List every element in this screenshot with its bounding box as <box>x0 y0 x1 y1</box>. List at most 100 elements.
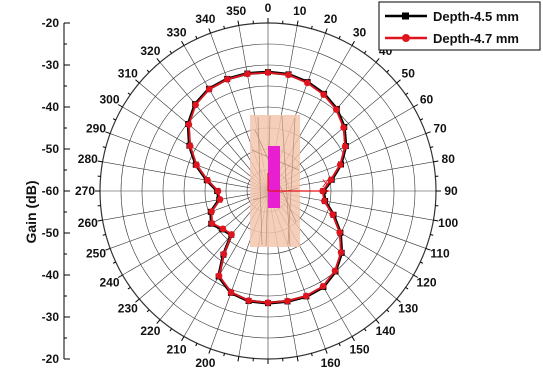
outer-tick <box>208 28 212 34</box>
outer-tick <box>117 104 123 108</box>
angle-tick-label: 110 <box>430 247 450 261</box>
outer-tick <box>181 40 185 46</box>
angle-tick-label: 280 <box>78 152 98 166</box>
outer-tick <box>156 319 161 324</box>
grid-spoke <box>122 190 269 276</box>
outer-tick <box>420 118 424 121</box>
outer-tick <box>105 131 111 135</box>
angle-tick-label: 20 <box>324 12 338 26</box>
series-2-point <box>205 85 213 93</box>
legend-marker-1 <box>402 12 409 20</box>
outer-tick <box>102 146 106 149</box>
grid-spoke <box>102 190 269 221</box>
series-2-point <box>193 161 200 169</box>
grid-spoke <box>139 82 269 192</box>
radial-axis: -20 -30 -40 -50 -60 -50 -40 -30 -20 <box>42 16 70 366</box>
legend-label-1: Depth-4.5 mm <box>433 9 519 24</box>
grid-spoke <box>110 133 269 192</box>
outer-tick <box>112 261 116 264</box>
radial-tick-label: -50 <box>42 142 60 156</box>
outer-tick <box>102 233 106 236</box>
angle-tick-label: 230 <box>118 302 138 316</box>
outer-tick <box>386 309 390 313</box>
outer-tick <box>127 92 131 96</box>
series-2-point <box>336 229 343 236</box>
outer-tick <box>425 247 431 251</box>
angle-tick-label: 250 <box>86 247 106 261</box>
outer-tick <box>338 35 341 39</box>
series-2-point <box>331 267 339 275</box>
series-2-point <box>341 143 349 150</box>
angle-tick-label: 30 <box>353 26 367 40</box>
outer-tick <box>351 336 355 342</box>
outer-tick <box>433 160 439 163</box>
radial-tick-label: -30 <box>42 58 60 72</box>
outer-tick <box>156 58 161 63</box>
angle-tick-label: 260 <box>78 216 98 230</box>
angle-tick-label: 160 <box>321 356 341 369</box>
series-2-point <box>192 101 199 109</box>
grid-spoke <box>122 106 269 192</box>
outer-tick <box>324 348 328 354</box>
angle-tick-label: 310 <box>118 66 138 80</box>
outer-tick <box>237 356 240 362</box>
series-2-point <box>264 69 272 76</box>
series-2-point <box>327 176 335 184</box>
angle-tick-label: 140 <box>376 324 396 338</box>
outer-tick <box>420 261 424 264</box>
angle-tick-label: 90 <box>444 184 458 198</box>
grid-spoke <box>102 161 269 192</box>
series-2-point <box>214 187 222 195</box>
series-2-point <box>284 297 291 305</box>
series-2-point <box>220 250 228 258</box>
outer-tick <box>237 20 240 26</box>
outer-tick <box>97 160 103 163</box>
outer-tick <box>105 247 111 251</box>
inset-line <box>287 117 296 245</box>
outer-tick <box>396 79 401 84</box>
series-2-point <box>208 208 215 215</box>
angle-tick-label: 330 <box>166 26 186 40</box>
series-2-point <box>320 91 327 98</box>
angle-tick-label: 320 <box>140 44 160 58</box>
outer-tick <box>117 274 123 278</box>
series-2-point <box>186 142 194 150</box>
series-2-point <box>320 197 328 205</box>
outer-tick <box>296 20 299 26</box>
series-group <box>185 69 349 307</box>
angle-tick-label: 120 <box>416 276 436 290</box>
inset-x-label: X <box>322 178 330 190</box>
outer-tick <box>310 353 313 357</box>
outer-tick <box>375 58 380 63</box>
angle-tick-label: 240 <box>99 276 119 290</box>
outer-tick <box>430 146 434 149</box>
angle-tick-label: 0 <box>265 1 272 15</box>
outer-tick <box>181 336 185 342</box>
angle-tick-label: 150 <box>349 343 369 357</box>
y-axis-label: Gain (dB) <box>23 181 39 244</box>
series-2-point <box>227 289 235 296</box>
angle-tick-label: 290 <box>86 121 106 135</box>
series-2-point <box>340 124 347 131</box>
outer-tick <box>405 286 409 290</box>
angle-tick-label: 220 <box>140 324 160 338</box>
radial-tick-label: -60 <box>42 184 60 198</box>
outer-tick <box>413 104 419 108</box>
series-2-point <box>204 177 211 184</box>
angle-tick-label: 50 <box>402 66 416 80</box>
legend: Depth-4.5 mm Depth-4.7 mm <box>378 1 541 51</box>
outer-tick <box>338 343 341 347</box>
outer-tick <box>195 35 198 39</box>
outer-tick <box>169 50 173 54</box>
series-2-point <box>264 299 272 307</box>
radial-tick-label: -20 <box>42 16 60 30</box>
angle-tick-label: 100 <box>438 216 458 230</box>
inset-patch <box>268 146 280 208</box>
series-2-point <box>319 282 327 290</box>
outer-tick <box>433 219 439 222</box>
angle-tick-label: 200 <box>195 356 215 369</box>
outer-tick <box>208 348 212 354</box>
outer-tick <box>135 79 140 84</box>
outer-tick <box>375 319 380 324</box>
